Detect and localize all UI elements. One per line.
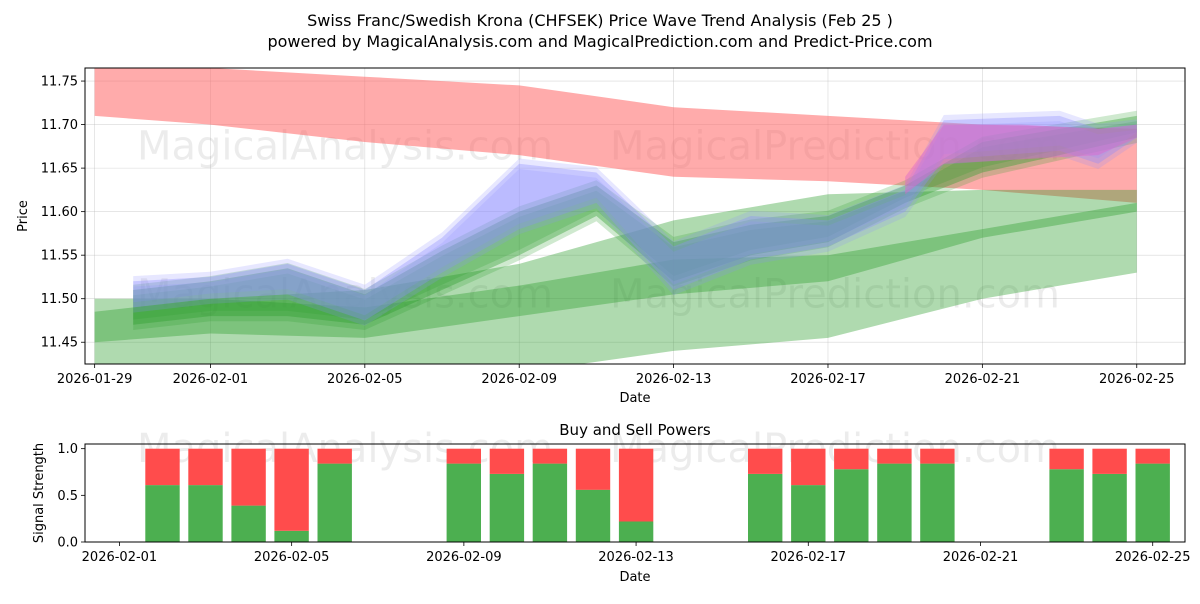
x-tick-label: 2026-02-13 [636,372,712,387]
sell-bar [188,448,223,486]
sell-bar [317,448,352,464]
x-tick-label: 2026-02-17 [790,372,866,387]
x-tick-label: 2026-02-25 [1099,372,1175,387]
sell-bar [877,448,912,464]
x-tick-label: 2026-02-01 [82,550,158,565]
band-green [94,202,1137,364]
buy-bar [920,463,955,542]
buy-bar [618,521,654,542]
band-green-ghost [133,110,1137,320]
buy-bar [274,530,309,542]
x-tick-label: 2026-02-25 [1115,550,1191,565]
buy-bar [1049,469,1084,542]
sell-bar [274,448,309,531]
y-tick-label: 11.55 [41,249,78,264]
sell-bar [1135,448,1170,464]
chart-title-line2: powered by MagicalAnalysis.com and Magic… [267,32,932,51]
sell-bar [791,448,826,486]
sell-bar [145,448,180,486]
buy-bar [145,485,180,542]
y-tick-label: 11.60 [41,205,78,220]
buy-bar [877,463,912,542]
signal-panel-title: Buy and Sell Powers [559,421,711,439]
y-tick-label: 1.0 [57,442,78,457]
band-red [94,68,1137,203]
sell-bar [532,448,568,464]
bands-group [94,68,1137,364]
sell-bar [489,448,525,474]
band-green [94,189,1137,343]
band-green [133,115,1137,325]
x-tick-label: 2026-02-01 [173,372,249,387]
buy-bar [489,473,525,542]
x-axis-label: Date [619,570,650,585]
x-tick-label: 2026-02-09 [481,372,557,387]
x-axis-label: Date [619,391,650,406]
x-tick-label: 2026-02-05 [254,550,330,565]
band-green-ghost [133,121,1137,330]
buy-bar [575,489,611,542]
buy-bar [317,463,352,542]
band-blue [133,115,1137,321]
signal-frame [84,443,1186,543]
x-tick-label: 2026-01-29 [57,372,133,387]
sell-bar [748,448,783,474]
buy-bar [231,505,266,542]
price-panel: MagicalAnalysis.com MagicalPrediction.com… [16,67,1186,406]
sell-bar [618,448,654,522]
sell-bar [231,448,266,506]
band-blue-ghost [133,121,1137,326]
buy-bar [188,485,223,542]
buy-bar [446,463,481,542]
x-tick-label: 2026-02-13 [598,550,674,565]
x-tick-label: 2026-02-09 [426,550,502,565]
watermark-text: MagicalAnalysis.com [137,271,553,317]
x-tick-label: 2026-02-21 [945,372,1021,387]
y-tick-label: 11.65 [41,162,78,177]
y-axis-label: Signal Strength [32,443,47,543]
watermark-text: MagicalPrediction.com [610,271,1060,317]
x-tick-label: 2026-02-17 [771,550,847,565]
x-tick-label: 2026-02-05 [327,372,403,387]
band-pink [905,124,1137,195]
chart-title-line1: Swiss Franc/Swedish Krona (CHFSEK) Price… [307,11,893,30]
sell-bar [446,448,481,464]
y-tick-label: 11.70 [41,118,78,133]
y-tick-label: 0.5 [57,489,78,504]
buy-bar [1135,463,1170,542]
buy-bar [1092,473,1127,542]
signal-panel: Buy and Sell PowersMagicalAnalysis.comMa… [32,421,1190,585]
y-axis-label: Price [16,200,31,232]
sell-bar [1092,448,1127,474]
band-blue-ghost [133,110,1137,316]
buy-bar [532,463,568,542]
plot-frame [84,67,1186,365]
sell-bar [575,448,611,490]
y-tick-label: 11.50 [41,292,78,307]
buy-bar [748,473,783,542]
y-tick-label: 11.75 [41,75,78,90]
sell-bar [1049,448,1084,470]
y-tick-label: 0.0 [57,536,78,551]
sell-bar [920,448,955,464]
x-tick-label: 2026-02-21 [943,550,1019,565]
y-tick-label: 11.45 [41,336,78,351]
sell-bar [834,448,869,470]
buy-bar [791,485,826,542]
buy-bar [834,469,869,542]
